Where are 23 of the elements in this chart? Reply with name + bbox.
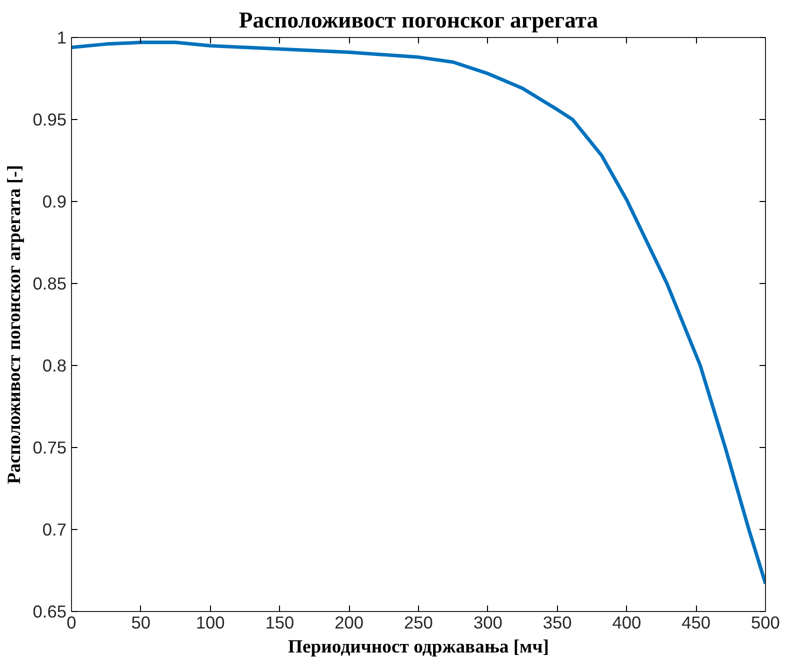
y-tick-label: 0.65	[32, 602, 67, 622]
chart-title: Расположивост погонског агрегата	[238, 8, 598, 32]
y-tick-label: 0.9	[42, 192, 67, 212]
x-tick-label: 50	[131, 612, 151, 632]
y-tick-label: 0.95	[32, 110, 67, 130]
y-tick-label: 1	[56, 28, 67, 48]
x-axis-title: Периодичност одржавања [мч]	[288, 636, 549, 658]
y-tick-label: 0.85	[32, 274, 67, 294]
x-tick-label: 150	[265, 612, 294, 632]
y-tick-label: 0.7	[42, 520, 67, 540]
x-tick-label: 350	[542, 612, 572, 632]
x-tick-label: 500	[751, 612, 780, 632]
x-tick-label: 250	[404, 612, 433, 632]
x-tick-label: 200	[334, 612, 364, 632]
x-tick-label: 400	[612, 612, 642, 632]
x-tick-label: 450	[682, 612, 711, 632]
line-series	[72, 40, 766, 586]
x-tick-label: 100	[196, 612, 225, 632]
x-tick-label: 300	[473, 612, 502, 632]
y-axis-title: Расположивост погонског агрегата [-]	[4, 164, 25, 484]
y-tick-label: 0.8	[42, 356, 67, 376]
x-tick-label: 0	[66, 612, 76, 632]
y-tick-label: 0.75	[32, 438, 67, 458]
